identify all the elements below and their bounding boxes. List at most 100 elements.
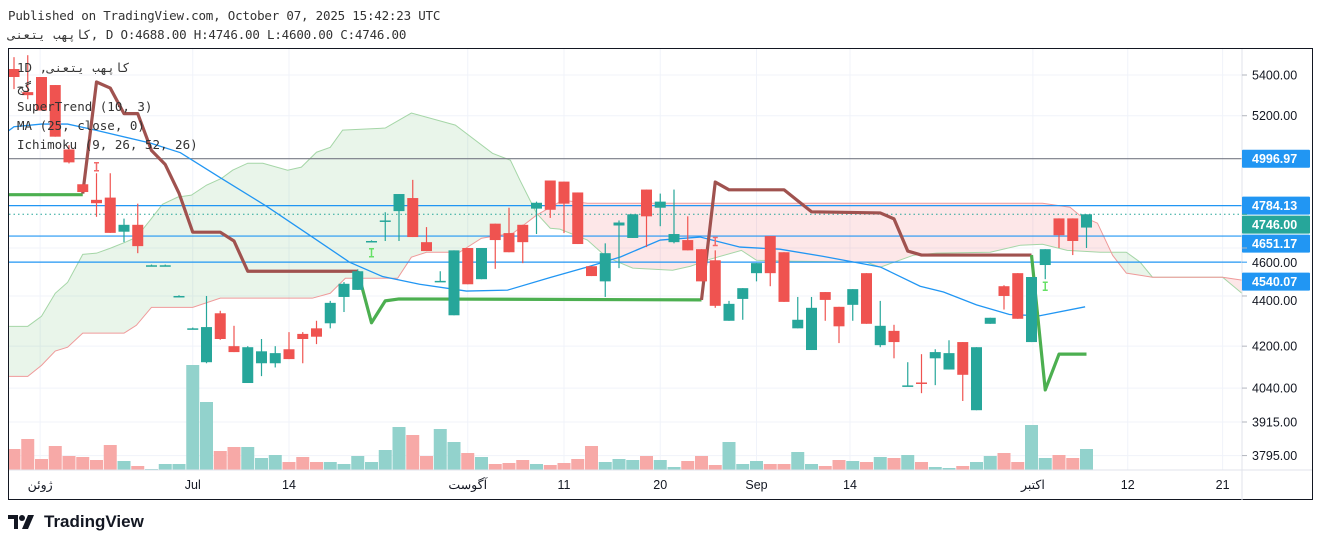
volume-bar xyxy=(791,452,805,470)
sell-signal-marker xyxy=(712,236,718,247)
time-tick-label: 21 xyxy=(1216,478,1230,492)
candle-body xyxy=(916,382,927,384)
tradingview-logo-icon xyxy=(8,515,34,529)
candle-body xyxy=(311,328,322,337)
candle-body xyxy=(352,271,364,290)
candle xyxy=(338,282,350,313)
candle-body xyxy=(682,240,694,251)
candle xyxy=(737,288,749,320)
volume-bar xyxy=(90,460,103,470)
volume-bar xyxy=(502,463,516,470)
candle xyxy=(572,192,584,245)
sell-signal-marker xyxy=(94,161,99,172)
candle-body xyxy=(283,349,295,360)
candle-body xyxy=(627,214,639,238)
candle xyxy=(77,184,89,193)
candle xyxy=(379,212,391,241)
volume-bar xyxy=(172,464,186,470)
volume-bar xyxy=(241,447,255,470)
candle xyxy=(806,296,817,351)
candle-body xyxy=(476,248,487,280)
volume-bar xyxy=(571,459,585,470)
candle xyxy=(104,173,116,233)
volume-bar xyxy=(1038,458,1052,470)
legend-symbol[interactable]: کاپهب یتعنی, 1D xyxy=(17,60,130,75)
ma-25-line xyxy=(9,123,1086,317)
candle xyxy=(847,289,859,321)
volume-bar xyxy=(158,464,172,470)
volume-bar xyxy=(640,456,653,470)
volume-bar xyxy=(901,455,915,470)
volume-bar xyxy=(915,462,928,470)
candle xyxy=(256,338,267,377)
tradingview-logo[interactable]: TradingView xyxy=(8,512,144,532)
candle-body xyxy=(118,224,130,232)
candle-body xyxy=(146,265,157,267)
candle-body xyxy=(751,263,762,274)
legend-ichimoku[interactable]: Ichimoku (9, 26, 52, 26) xyxy=(17,137,198,152)
volume-bar xyxy=(818,466,832,470)
legend-supertrend[interactable]: SuperTrend (10, 3) xyxy=(17,99,153,114)
candle-body xyxy=(63,149,75,163)
candle xyxy=(63,145,75,164)
candle xyxy=(599,243,611,297)
candle-body xyxy=(833,306,845,327)
candle-body xyxy=(654,201,666,208)
candle-body xyxy=(778,252,790,302)
candle-body xyxy=(22,92,34,96)
candle xyxy=(366,240,377,243)
candle-body xyxy=(91,199,102,204)
candle-body xyxy=(1039,249,1051,266)
volume-bar xyxy=(200,402,213,470)
candle xyxy=(751,263,762,282)
candle-body xyxy=(902,385,914,387)
candle-body xyxy=(201,327,212,363)
volume-bar xyxy=(956,466,970,470)
candle-body xyxy=(421,242,432,252)
time-tick-label: 14 xyxy=(843,478,857,492)
legend-ma[interactable]: MA (25, close, 0) xyxy=(17,118,145,133)
volume-bar xyxy=(76,457,90,470)
volume-bar xyxy=(392,427,406,470)
volume-bar xyxy=(461,453,475,470)
signal-markers xyxy=(94,161,1048,291)
time-tick-label: 11 xyxy=(558,478,571,492)
candle-body xyxy=(586,266,597,277)
volume-bar xyxy=(887,458,901,470)
volume-bar xyxy=(378,450,392,470)
candle-body xyxy=(503,233,515,253)
candle xyxy=(503,207,515,253)
candle-body xyxy=(9,69,20,77)
candle-body xyxy=(214,313,226,339)
volume-bar xyxy=(337,464,351,470)
candle xyxy=(421,227,432,252)
volume-bar xyxy=(447,442,461,470)
candle-body xyxy=(641,189,652,217)
candle xyxy=(641,189,652,248)
volume-bar xyxy=(296,457,310,470)
volume-bar xyxy=(117,461,131,470)
volume-bar xyxy=(722,442,736,470)
candle-body xyxy=(517,224,529,243)
candle xyxy=(297,332,309,364)
candle xyxy=(627,214,639,238)
candle-body xyxy=(489,223,501,241)
price-label-text: 4784.13 xyxy=(1252,199,1297,213)
candle-body xyxy=(888,330,900,343)
chart-frame xyxy=(8,48,1313,500)
supertrend-line xyxy=(9,80,1087,392)
candle xyxy=(324,300,336,329)
time-tick-label: ژوئن xyxy=(28,478,53,493)
candle xyxy=(668,189,680,244)
candle xyxy=(833,306,845,344)
candle xyxy=(517,224,529,264)
candle-body xyxy=(599,253,611,282)
candle-body xyxy=(957,342,969,375)
candle-body xyxy=(159,265,171,267)
volume-bar xyxy=(667,467,681,470)
candle xyxy=(9,57,20,90)
candle-body xyxy=(971,347,982,411)
volume-bar xyxy=(420,456,433,470)
volume-bar xyxy=(1052,455,1066,470)
